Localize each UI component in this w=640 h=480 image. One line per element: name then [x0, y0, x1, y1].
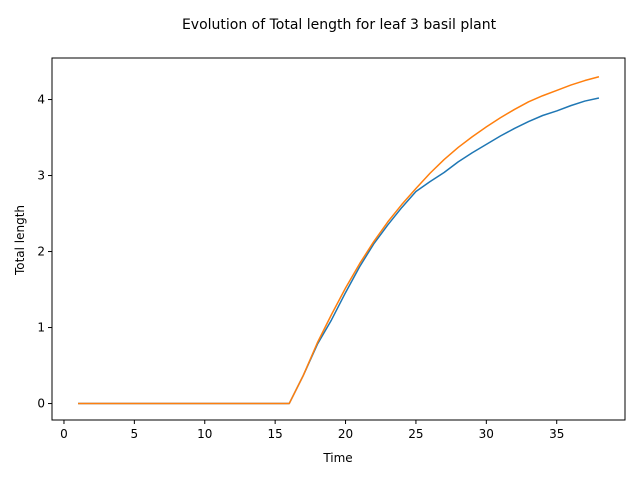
y-tick-label: 3 — [37, 169, 45, 183]
x-tick-label: 5 — [131, 427, 139, 441]
y-tick-label: 1 — [37, 321, 45, 335]
y-tick-label: 0 — [37, 397, 45, 411]
y-tick-label: 4 — [37, 93, 45, 107]
ticks-layer: 0 5 10 15 20 25 30 35 0 1 2 3 4 — [37, 93, 564, 441]
x-tick-label: 25 — [408, 427, 423, 441]
plot-frame — [51, 57, 626, 421]
x-tick-label: 0 — [60, 427, 68, 441]
y-axis-label: Total length — [13, 205, 27, 276]
chart-title: Evolution of Total length for leaf 3 bas… — [182, 17, 497, 33]
x-tick-label: 35 — [549, 427, 564, 441]
series-layer — [78, 76, 600, 405]
y-tick-label: 2 — [37, 245, 45, 259]
x-tick-label: 10 — [197, 427, 212, 441]
x-tick-label: 15 — [268, 427, 283, 441]
x-tick-label: 30 — [479, 427, 494, 441]
x-axis-label: Time — [322, 451, 352, 465]
series-line-2 — [78, 76, 600, 405]
x-tick-label: 20 — [338, 427, 353, 441]
